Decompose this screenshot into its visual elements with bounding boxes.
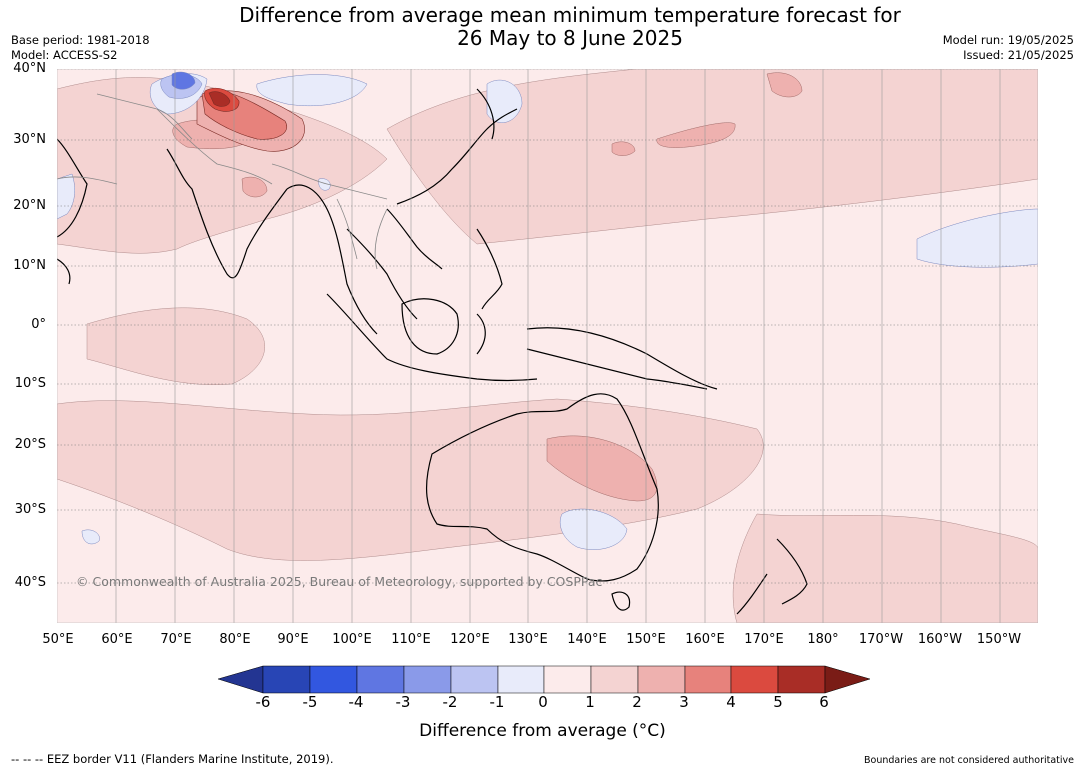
colorbar-bin-1-2 [590, 665, 639, 694]
lon-label-150w: 150°W [976, 632, 1022, 647]
colorbar-label-3: 3 [679, 693, 689, 711]
coastlines [57, 88, 808, 615]
colorbar-bin-5-6 [777, 665, 826, 694]
lon-label-120e: 120°E [450, 632, 490, 647]
copyright-notice: © Commonwealth of Australia 2025, Bureau… [76, 574, 603, 589]
colorbar-label-n6: -6 [255, 693, 271, 711]
graticule [57, 69, 1038, 584]
lon-label-90e: 90°E [277, 632, 309, 647]
colorbar-label-4: 4 [726, 693, 736, 711]
lat-label-20s: 20°S [14, 437, 46, 452]
issued-text: Issued: 21/05/2025 [963, 48, 1074, 62]
forecast-map [57, 69, 1038, 623]
lon-label-140e: 140°E [567, 632, 607, 647]
lat-label-10s: 10°S [14, 376, 46, 391]
colorbar-label-n1: -1 [489, 693, 505, 711]
lat-label-20n: 20°N [13, 198, 46, 213]
colorbar-bin-n2-n1 [450, 665, 499, 694]
meridians [115, 69, 1001, 623]
meta-left: Base period: 1981-2018 Model: ACCESS-S2 [11, 33, 150, 63]
model-text: Model: ACCESS-S2 [11, 48, 118, 62]
lon-label-160w: 160°W [917, 632, 963, 647]
negative-anomaly-areas [57, 71, 1038, 550]
lon-label-160e: 160°E [685, 632, 725, 647]
colorbar-bin-n5-n4 [309, 665, 358, 694]
lon-label-170e: 170°E [744, 632, 784, 647]
colorbar-label-n2: -2 [442, 693, 458, 711]
lon-label-70e: 70°E [160, 632, 192, 647]
colorbar-max-extend [824, 665, 870, 694]
lon-label-150e: 150°E [626, 632, 666, 647]
eez-border-note: -- -- -- EEZ border V11 (Flanders Marine… [11, 752, 334, 766]
lat-label-0: 0° [31, 317, 46, 332]
lon-label-110e: 110°E [391, 632, 431, 647]
colorbar-bin-n3-n2 [403, 665, 452, 694]
colorbar-label-6: 6 [819, 693, 829, 711]
title-line-2: 26 May to 8 June 2025 [457, 26, 683, 50]
colorbar-label-n4: -4 [348, 693, 364, 711]
colorbar-bin-0-1 [543, 665, 592, 694]
colorbar-title: Difference from average (°C) [419, 721, 666, 741]
colorbar-label-0: 0 [538, 693, 548, 711]
colorbar-bin-2-3 [637, 665, 686, 694]
colorbar-label-2: 2 [632, 693, 642, 711]
lon-label-80e: 80°E [219, 632, 251, 647]
lon-label-50e: 50°E [42, 632, 74, 647]
lon-label-60e: 60°E [101, 632, 133, 647]
lat-label-30n: 30°N [13, 132, 46, 147]
colorbar-bin-3-4 [684, 665, 732, 694]
colorbar-min-extend [218, 665, 264, 694]
country-borders [57, 93, 388, 270]
colorbar-label-n5: -5 [302, 693, 318, 711]
map-title: Difference from average mean minimum tem… [0, 4, 1085, 50]
colorbar-label-1: 1 [585, 693, 595, 711]
colorbar-bin-n6-n5 [262, 665, 311, 694]
lat-label-40s: 40°S [14, 575, 46, 590]
colorbar-label-n3: -3 [395, 693, 411, 711]
boundaries-disclaimer: Boundaries are not considered authoritat… [864, 755, 1074, 766]
himalaya-warm-anomaly [196, 87, 305, 152]
colorbar-bin-4-5 [730, 665, 779, 694]
title-line-1: Difference from average mean minimum tem… [239, 3, 901, 27]
lon-label-130e: 130°E [508, 632, 548, 647]
lon-label-180: 180° [807, 632, 839, 647]
colorbar-label-5: 5 [773, 693, 783, 711]
model-run-text: Model run: 19/05/2025 [942, 33, 1074, 47]
colorbar-bin-n1-0 [497, 665, 545, 694]
lat-label-30s: 30°S [14, 502, 46, 517]
colorbar [218, 665, 870, 694]
lat-label-10n: 10°N [13, 258, 46, 273]
colorbar-bin-n4-n3 [356, 665, 405, 694]
lat-label-40n: 40°N [13, 61, 46, 76]
meta-right: Model run: 19/05/2025 Issued: 21/05/2025 [943, 33, 1074, 63]
base-period-text: Base period: 1981-2018 [11, 33, 150, 47]
lon-label-100e: 100°E [332, 632, 372, 647]
lon-label-170w: 170°W [858, 632, 904, 647]
